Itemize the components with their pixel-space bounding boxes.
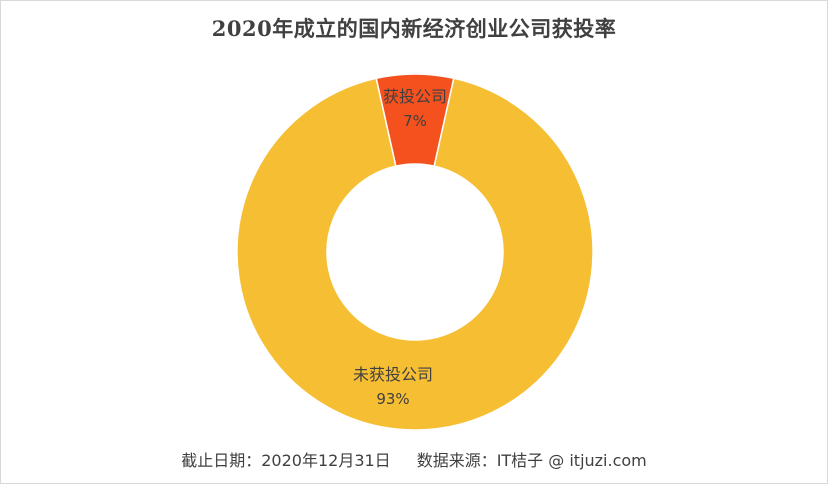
footer-source: 数据来源：IT桔子 @ itjuzi.com (416, 451, 647, 470)
slice-value-unfunded: 93% (376, 390, 409, 408)
footer: 截止日期：2020年12月31日 数据来源：IT桔子 @ itjuzi.com (1, 447, 827, 471)
slice-value-funded: 7% (403, 112, 427, 130)
slices-group (236, 73, 594, 431)
footer-date: 截止日期：2020年12月31日 (181, 451, 391, 470)
chart-title: 2020年成立的国内新经济创业公司获投率 (211, 16, 617, 41)
slice-unfunded (236, 77, 594, 431)
labels-group: 获投公司 7% 未获投公司 93% (353, 87, 447, 408)
slice-label-funded: 获投公司 (383, 87, 447, 106)
slice-label-unfunded: 未获投公司 (353, 365, 433, 384)
